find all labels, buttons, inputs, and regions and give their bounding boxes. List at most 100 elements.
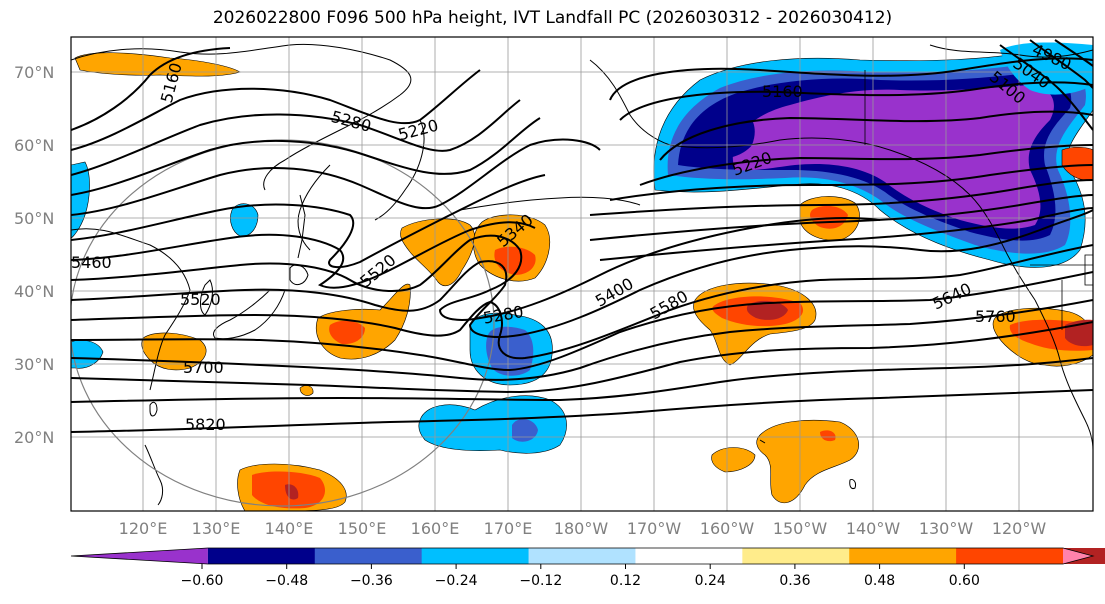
contour-line <box>71 389 1093 433</box>
contour-line <box>71 221 536 289</box>
colorbar: −0.60 −0.48 −0.36 −0.24 −0.12 0.12 0.24 0.36 0.4… <box>70 547 1105 589</box>
lon-tick-label: 170°E <box>484 519 533 538</box>
contour-line <box>71 217 881 321</box>
contour-line <box>999 44 1093 131</box>
contour-line <box>71 99 521 176</box>
contour-line <box>71 299 1093 381</box>
colorbar-segment <box>635 548 743 564</box>
plot-title: 2026022800 F096 500 hPa height, IVT Land… <box>212 8 893 28</box>
contour-line <box>589 194 1093 241</box>
contour-line <box>639 144 1093 186</box>
positive-ivt-region-hawaii-south-2 <box>711 447 756 473</box>
colorbar-tick-label: 0.36 <box>779 573 810 589</box>
negative-ivt-region-alaska-l4 <box>732 85 1054 229</box>
lon-tick-label: 180°W <box>554 519 609 538</box>
colorbar-outline <box>70 547 1095 565</box>
negative-ivt-region-midpacific-l2 <box>486 326 534 376</box>
map-content: 5160 5280 5220 5160 5220 5340 5460 5520 … <box>71 37 1093 511</box>
contour-line <box>71 321 1093 394</box>
lon-tick-label: 120°E <box>119 519 168 538</box>
coast-philippines <box>144 444 164 506</box>
political-borders <box>864 70 1093 330</box>
colorbar-segment <box>528 548 636 564</box>
coast-alaska-south <box>669 137 971 196</box>
contour-label: 5520 <box>180 290 221 309</box>
contour-line <box>71 69 481 151</box>
contour-line <box>71 138 601 216</box>
colorbar-segment <box>956 548 1064 564</box>
lat-tick-label: 30°N <box>14 355 54 374</box>
coast-canada-arctic <box>929 44 1093 58</box>
coast-hawaii-2 <box>849 479 856 489</box>
contour-line <box>71 209 1093 338</box>
coast-taiwan <box>149 401 158 417</box>
lat-tick-label: 40°N <box>14 282 54 301</box>
lat-tick-label: 20°N <box>14 428 54 447</box>
colorbar-segment <box>207 548 316 564</box>
contour-line <box>1054 39 1093 67</box>
colorbar-segment <box>742 548 850 564</box>
contour-label: 5160 <box>762 82 803 101</box>
lon-tick-label: 140°W <box>846 519 901 538</box>
contour-line <box>599 207 1093 261</box>
coast-kamchatka <box>374 119 425 221</box>
positive-ivt-region-south-japan-l3 <box>285 484 299 500</box>
contour-label: 5460 <box>71 253 112 272</box>
contour-label: 5760 <box>975 307 1016 326</box>
lat-tick-label: 60°N <box>14 136 54 155</box>
coast-china-coast <box>71 228 191 391</box>
lon-tick-label: 170°W <box>627 519 682 538</box>
contour-label: 5820 <box>185 415 226 434</box>
colorbar-segments <box>70 547 1105 565</box>
contour-label: 5700 <box>183 358 224 377</box>
contour-line <box>71 271 1093 372</box>
colorbar-tick-label: −0.24 <box>435 573 478 589</box>
border-line <box>1084 254 1093 286</box>
positive-ivt-region-hawaii-south <box>756 419 859 504</box>
colorbar-tick-label: 0.24 <box>695 573 726 589</box>
longitude-ticks: 120°E 130°E 140°E 150°E 160°E 170°E 180°… <box>119 519 1047 538</box>
colorbar-ticks: −0.60 −0.48 −0.36 −0.24 −0.12 0.12 0.24 0.36 0.4… <box>181 564 980 589</box>
colorbar-segment <box>71 548 208 564</box>
lon-tick-label: 160°E <box>411 519 460 538</box>
contour-line <box>589 179 1093 216</box>
colorbar-segment <box>314 548 423 564</box>
colorbar-tick-label: 0.12 <box>610 573 641 589</box>
lon-tick-label: 140°E <box>265 519 314 538</box>
negative-ivt-small-japan <box>230 203 259 237</box>
lat-tick-label: 70°N <box>14 63 54 82</box>
coast-okhotsk <box>297 164 331 251</box>
positive-ivt-small-2 <box>820 430 836 442</box>
height-contours <box>71 39 1093 433</box>
lat-tick-label: 50°N <box>14 209 54 228</box>
colorbar-segment <box>849 548 957 564</box>
colorbar-tick-label: −0.60 <box>181 573 224 589</box>
positive-ivt-region-northwest-edge <box>1061 146 1093 181</box>
lon-tick-label: 130°E <box>192 519 241 538</box>
contour-line <box>1029 39 1093 89</box>
latitude-ticks: 70°N 60°N 50°N 40°N 30°N 20°N <box>14 63 54 447</box>
coast-hawaii-1 <box>759 439 766 444</box>
contour-line <box>71 357 1093 403</box>
coast-asia-north <box>71 43 412 96</box>
negative-ivt-region-subtropic-l2 <box>512 418 538 442</box>
contour-line <box>609 164 1093 201</box>
colorbar-segment <box>421 548 530 564</box>
coast-aleutians <box>459 196 641 211</box>
lon-tick-label: 120°W <box>992 519 1047 538</box>
coast-alaska-west <box>589 59 671 146</box>
positive-ivt-region-hawaii-north-l3 <box>746 300 788 320</box>
positive-ivt-region-japan-sea-l2 <box>329 320 365 345</box>
negative-ivt-west-edge-1 <box>71 161 90 239</box>
lon-tick-label: 150°W <box>773 519 828 538</box>
contour-line <box>71 117 541 196</box>
contour-line <box>71 174 546 268</box>
colorbar-tick-label: 0.48 <box>864 573 895 589</box>
lon-tick-label: 150°E <box>338 519 387 538</box>
lon-tick-label: 160°W <box>700 519 755 538</box>
coast-us-west <box>1034 299 1093 451</box>
contour-line <box>71 244 1093 360</box>
map-frame <box>70 36 1094 512</box>
lon-tick-label: 130°W <box>919 519 974 538</box>
